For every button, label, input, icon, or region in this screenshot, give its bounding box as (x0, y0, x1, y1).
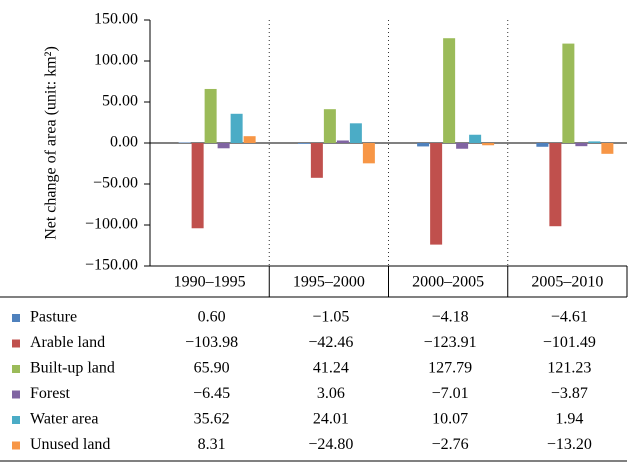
x-tick-label: 2000–2005 (412, 274, 484, 291)
table-value: 1.94 (555, 411, 583, 428)
table-value: 0.60 (198, 309, 226, 326)
table-value: 127.79 (428, 360, 472, 377)
y-tick-label: 50.00 (102, 93, 138, 110)
legend-label: Water area (30, 411, 98, 428)
table-value: 121.23 (547, 360, 591, 377)
table-value: −103.98 (185, 334, 238, 351)
y-tick-label: −100.00 (85, 216, 138, 233)
y-tick-label: −50.00 (93, 175, 138, 192)
table-value: −2.76 (432, 436, 469, 453)
table-value: 24.01 (313, 411, 349, 428)
y-axis-label: Net change of area (unit: km²) (43, 46, 60, 240)
table-value: −6.45 (193, 385, 230, 402)
bar (217, 143, 230, 149)
legend-label: Arable land (30, 334, 105, 351)
y-tick-label: 150.00 (94, 11, 138, 28)
table-value: 65.90 (194, 360, 230, 377)
table-value: −4.18 (432, 309, 469, 326)
x-tick-label: 1990–1995 (174, 274, 246, 291)
legend-swatch (12, 390, 20, 399)
bar (443, 38, 456, 143)
bar (562, 43, 575, 143)
legend-swatch (12, 365, 20, 373)
bar (430, 143, 443, 245)
bar (588, 141, 601, 143)
bar (575, 143, 588, 147)
bar (601, 143, 614, 154)
table-value: −3.87 (551, 385, 588, 402)
legend-label: Forest (30, 385, 71, 402)
table-value: −42.46 (308, 334, 353, 351)
bar (349, 123, 362, 143)
legend-label: Unused land (30, 436, 110, 453)
table-value: 41.24 (313, 360, 349, 377)
x-tick-label: 2005–2010 (531, 274, 603, 291)
bar (536, 143, 549, 147)
legend-swatch (12, 314, 20, 322)
legend-swatch (12, 339, 20, 348)
bar (204, 88, 217, 143)
table-value: 35.62 (194, 411, 230, 428)
bar (456, 143, 469, 149)
legend-label: Pasture (30, 309, 77, 326)
bar (336, 140, 349, 143)
y-tick-label: −150.00 (85, 257, 138, 274)
legend-swatch (12, 416, 20, 424)
bar (549, 143, 562, 227)
table-value: −13.20 (547, 436, 592, 453)
table-value: −24.80 (308, 436, 353, 453)
table-value: 10.07 (432, 411, 468, 428)
y-tick-label: 0.00 (110, 134, 138, 151)
legend-swatch (12, 441, 20, 450)
bar (417, 143, 430, 147)
table-value: −1.05 (312, 309, 349, 326)
bar (230, 113, 243, 143)
y-tick-label: 100.00 (94, 52, 138, 69)
bar (362, 143, 375, 164)
table-value: −4.61 (551, 309, 588, 326)
bar (323, 109, 336, 143)
bar (191, 143, 204, 229)
table-value: −123.91 (424, 334, 477, 351)
table-value: 3.06 (317, 385, 345, 402)
table-value: 8.31 (198, 436, 226, 453)
bar (469, 134, 482, 143)
bar (243, 136, 256, 143)
bar (310, 143, 323, 178)
bar (297, 143, 310, 144)
table-value: −101.49 (543, 334, 596, 351)
legend-label: Built-up land (30, 360, 115, 377)
bar (482, 143, 495, 146)
table-value: −7.01 (432, 385, 469, 402)
x-tick-label: 1995–2000 (293, 274, 365, 291)
